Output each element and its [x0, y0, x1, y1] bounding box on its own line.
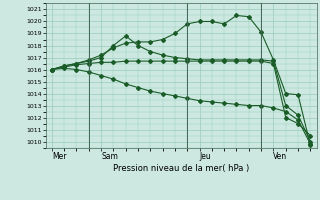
X-axis label: Pression niveau de la mer( hPa ): Pression niveau de la mer( hPa )	[113, 164, 249, 173]
